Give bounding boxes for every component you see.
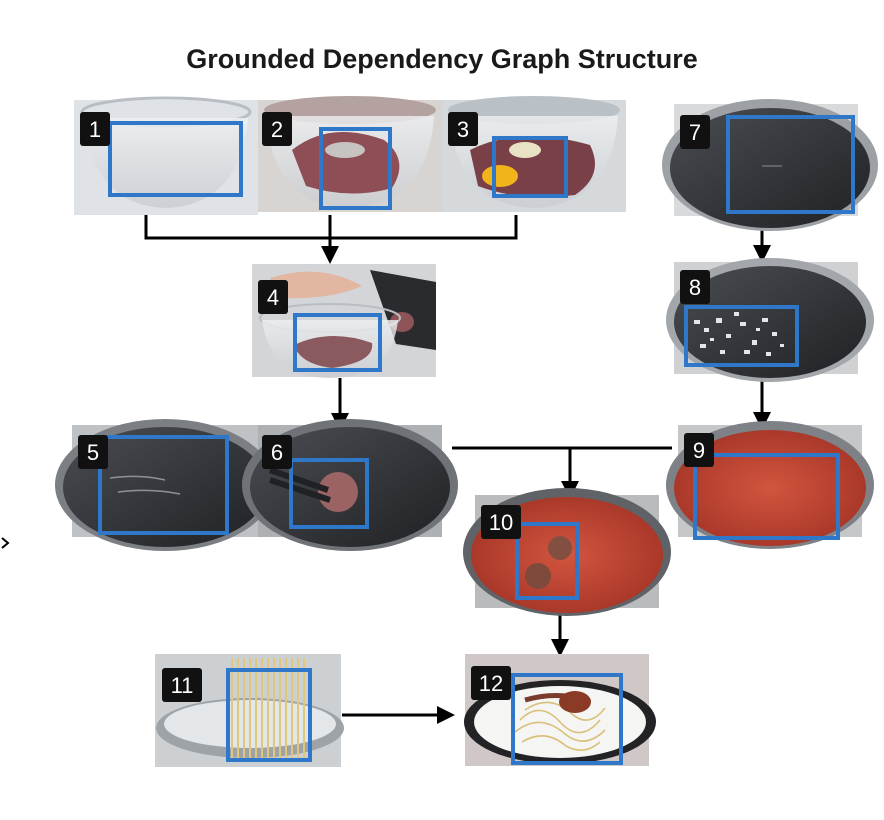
step-badge-12 xyxy=(471,666,511,700)
step-number-8: 8 xyxy=(689,275,701,300)
edge-1-2-3-to-4 xyxy=(144,215,518,264)
grounding-box-2 xyxy=(319,127,392,210)
step-number-12: 12 xyxy=(479,671,503,696)
step-number-1: 1 xyxy=(89,117,101,142)
step-12-image: 12 xyxy=(464,654,656,766)
grounding-box-6 xyxy=(289,458,369,529)
grounding-box-1 xyxy=(108,121,243,197)
step-11-image: 11 xyxy=(155,654,344,767)
step-number-11: 11 xyxy=(171,673,194,698)
grounding-box-8 xyxy=(684,305,799,367)
step-badge-10 xyxy=(481,505,521,539)
step-number-4: 4 xyxy=(267,285,279,310)
grounding-box-11 xyxy=(226,668,312,762)
step-number-5: 5 xyxy=(87,440,99,465)
step-5-image: 5 xyxy=(55,419,275,551)
step-6-image: 6 xyxy=(242,419,458,551)
step-badge-2 xyxy=(262,112,292,146)
step-10-image: 10 xyxy=(463,488,671,616)
edge-fragment-left xyxy=(1,537,10,549)
step-badge-5 xyxy=(78,435,108,469)
step-badge-9 xyxy=(684,433,714,467)
step-number-3: 3 xyxy=(457,117,469,142)
step-badge-3 xyxy=(448,112,478,146)
step-3-image: 3 xyxy=(442,96,626,212)
step-4-image: 4 xyxy=(252,264,436,378)
step-badge-1 xyxy=(80,112,110,146)
step-badge-4 xyxy=(258,280,288,314)
step-number-7: 7 xyxy=(689,120,701,145)
step-number-10: 10 xyxy=(489,510,513,535)
step-badge-8 xyxy=(680,270,710,304)
step-1-image: 1 xyxy=(74,96,258,215)
step-number-2: 2 xyxy=(271,117,283,142)
grounding-box-4 xyxy=(293,313,382,372)
step-badge-6 xyxy=(262,435,292,469)
step-8-image: 8 xyxy=(666,258,874,382)
step-badge-11 xyxy=(162,668,202,702)
step-number-6: 6 xyxy=(271,440,283,465)
grounding-box-10 xyxy=(515,522,579,600)
diagram-title: Grounded Dependency Graph Structure xyxy=(186,44,698,74)
edge-6-9-to-10 xyxy=(452,446,672,499)
grounding-box-3 xyxy=(492,136,568,198)
grounding-box-5 xyxy=(98,435,229,535)
step-2-image: 2 xyxy=(258,96,442,212)
step-badge-7 xyxy=(680,115,710,149)
grounding-box-12 xyxy=(511,673,623,765)
grounding-box-7 xyxy=(726,115,855,214)
step-number-9: 9 xyxy=(693,438,705,463)
step-9-image: 9 xyxy=(666,421,874,549)
step-7-image: 7 xyxy=(662,99,878,231)
grounding-box-9 xyxy=(693,453,840,540)
